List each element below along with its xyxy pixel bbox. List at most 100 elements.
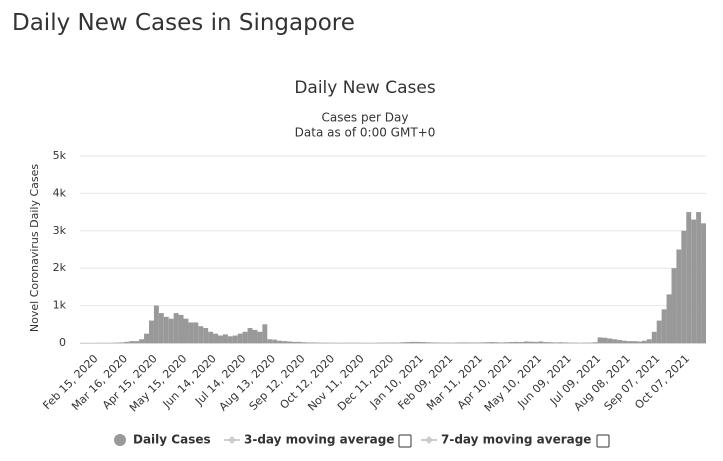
bar <box>415 341 421 343</box>
y-tick-label: 3k <box>53 224 67 237</box>
bar <box>676 249 682 343</box>
bar <box>489 342 495 343</box>
bar <box>543 342 549 343</box>
legend-label[interactable]: Daily Cases <box>133 433 211 447</box>
bar <box>498 342 504 343</box>
bar <box>617 340 623 343</box>
y-tick-label: 5k <box>53 149 67 162</box>
bar <box>232 335 238 343</box>
legend-marker[interactable] <box>425 436 433 444</box>
y-axis-label: Novel Coronavirus Daily Cases <box>28 164 41 332</box>
bar <box>291 341 297 343</box>
bar <box>622 340 628 343</box>
y-tick-label: 0 <box>59 336 66 349</box>
bar <box>538 341 544 343</box>
bar <box>306 342 312 343</box>
bar <box>198 326 204 343</box>
bar <box>218 335 223 343</box>
bar <box>553 342 559 343</box>
bar <box>666 294 672 343</box>
bar <box>144 333 150 343</box>
bar <box>272 339 278 343</box>
bar <box>646 339 652 343</box>
bar <box>686 212 692 343</box>
bar <box>420 342 426 343</box>
bar <box>139 339 145 343</box>
bar <box>237 333 243 343</box>
bar <box>484 342 490 343</box>
bar <box>267 339 273 343</box>
bar <box>548 342 554 343</box>
bar <box>168 318 174 343</box>
bar <box>296 341 302 343</box>
chart-title: Daily New Cases <box>294 78 436 98</box>
bar <box>533 341 539 343</box>
bar <box>400 342 406 343</box>
bar <box>671 268 677 343</box>
bar <box>691 219 697 343</box>
bar <box>178 314 184 343</box>
bar <box>163 316 169 343</box>
bar <box>558 342 564 343</box>
legend-marker[interactable] <box>228 436 236 444</box>
bar <box>158 313 164 343</box>
legend-label[interactable]: 3-day moving average <box>244 433 394 447</box>
bar <box>627 341 633 343</box>
bar <box>124 341 130 343</box>
bar <box>636 341 642 343</box>
bar <box>208 331 214 343</box>
bar <box>129 341 135 343</box>
page-title: Daily New Cases in Singapore <box>12 10 355 36</box>
checkbox[interactable] <box>596 434 610 448</box>
bar <box>661 309 667 343</box>
bar <box>203 328 209 343</box>
bar <box>641 340 647 343</box>
bar <box>149 320 154 343</box>
bar <box>503 342 509 343</box>
legend-marker[interactable] <box>114 434 126 446</box>
bar <box>262 324 268 343</box>
bar <box>277 340 283 343</box>
bar <box>193 322 199 343</box>
bar <box>227 336 233 343</box>
bar <box>134 341 140 343</box>
bar <box>222 334 228 343</box>
bar <box>528 341 534 343</box>
bar <box>119 342 125 343</box>
legend-label[interactable]: 7-day moving average <box>441 433 591 447</box>
bar <box>494 342 499 343</box>
bar <box>513 341 519 343</box>
bar <box>287 341 292 343</box>
bar <box>405 342 411 343</box>
bar <box>523 341 529 343</box>
bar <box>696 212 702 343</box>
bar <box>592 342 598 343</box>
bar <box>188 322 194 343</box>
bar <box>429 342 435 343</box>
bar <box>563 342 568 343</box>
bar <box>213 333 219 343</box>
bar <box>311 342 317 343</box>
bar <box>632 341 637 343</box>
checkbox[interactable] <box>398 434 412 448</box>
bar <box>410 341 416 343</box>
bar <box>508 342 514 343</box>
bar <box>701 223 706 343</box>
bar <box>651 331 657 343</box>
bar <box>153 305 159 343</box>
bar <box>518 342 524 343</box>
chart-subtitle: Data as of 0:00 GMT+0 <box>295 126 436 140</box>
bar <box>252 329 258 343</box>
bar <box>464 342 470 343</box>
bar <box>612 339 618 343</box>
bar <box>607 338 613 343</box>
bar <box>301 342 307 343</box>
bar <box>479 342 485 343</box>
bar <box>242 331 248 343</box>
bar <box>173 313 179 343</box>
bar <box>597 337 603 343</box>
bar <box>602 337 608 343</box>
bar <box>681 230 687 343</box>
